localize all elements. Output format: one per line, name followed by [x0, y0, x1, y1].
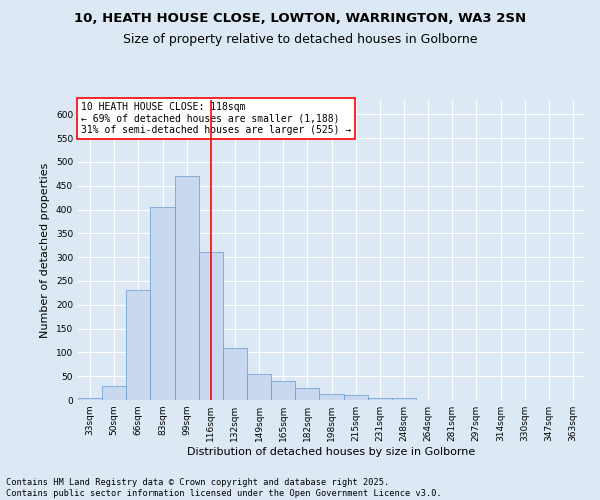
Bar: [295, 388, 319, 400]
Text: Contains HM Land Registry data © Crown copyright and database right 2025.
Contai: Contains HM Land Registry data © Crown c…: [6, 478, 442, 498]
Bar: [344, 395, 368, 400]
Y-axis label: Number of detached properties: Number of detached properties: [40, 162, 50, 338]
Bar: [368, 398, 392, 400]
Bar: [319, 394, 344, 400]
Bar: [102, 386, 126, 400]
Bar: [271, 381, 295, 400]
Text: Size of property relative to detached houses in Golborne: Size of property relative to detached ho…: [123, 32, 477, 46]
Text: 10, HEATH HOUSE CLOSE, LOWTON, WARRINGTON, WA3 2SN: 10, HEATH HOUSE CLOSE, LOWTON, WARRINGTO…: [74, 12, 526, 26]
Bar: [126, 290, 151, 400]
X-axis label: Distribution of detached houses by size in Golborne: Distribution of detached houses by size …: [187, 447, 476, 457]
Bar: [199, 252, 223, 400]
Bar: [151, 207, 175, 400]
Bar: [392, 398, 416, 400]
Bar: [175, 176, 199, 400]
Text: 10 HEATH HOUSE CLOSE: 118sqm
← 69% of detached houses are smaller (1,188)
31% of: 10 HEATH HOUSE CLOSE: 118sqm ← 69% of de…: [80, 102, 351, 134]
Bar: [78, 398, 102, 400]
Bar: [247, 374, 271, 400]
Bar: [223, 348, 247, 400]
